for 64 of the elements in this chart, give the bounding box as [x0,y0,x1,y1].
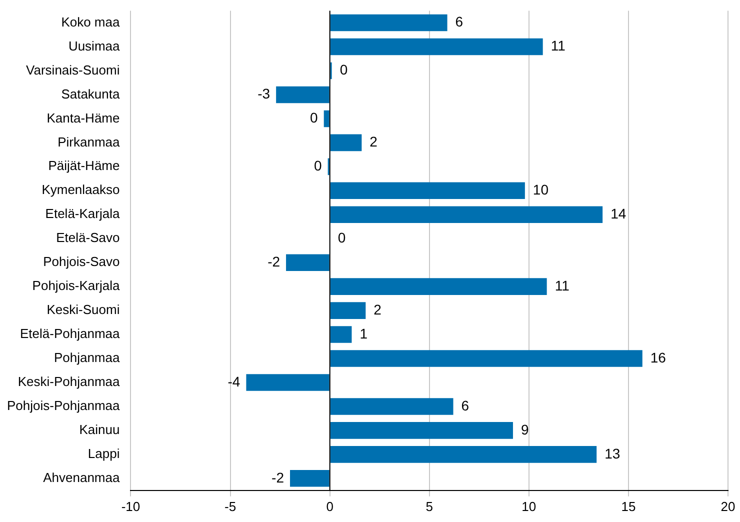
bar [330,206,603,224]
y-tick-label: Etelä-Savo [56,230,120,246]
x-tick-label: 15 [621,498,636,514]
bar [330,326,352,343]
y-tick-label: Kainuu [79,422,120,438]
data-label: 6 [455,14,464,30]
y-tick-label: Ahvenanmaa [43,470,120,485]
y-tick-label: Koko maa [61,14,120,30]
data-label: -4 [228,373,240,390]
bar [246,374,330,391]
bar [330,350,642,367]
bar [330,182,525,200]
y-tick-label: Pirkanmaa [58,134,120,150]
x-tick-label: -10 [121,498,140,514]
bar [330,302,366,319]
x-tick-label: -5 [224,498,236,514]
data-label: -3 [258,86,270,102]
bar [330,446,597,463]
bar [324,110,330,128]
data-label: 0 [340,62,348,78]
y-tick-label: Pohjois-Savo [43,254,120,270]
bar [330,38,543,56]
bar [276,86,330,104]
y-tick-label: Varsinais-Suomi [26,62,120,78]
bar [330,422,513,439]
data-label: 16 [650,349,666,366]
bar [290,470,330,487]
data-label: 2 [374,301,382,318]
data-label: -2 [272,469,284,486]
y-tick-label: Uusimaa [68,38,121,54]
data-label: 0 [310,110,318,126]
bar [330,14,448,32]
data-label: -2 [268,253,280,270]
data-label: 0 [338,229,346,246]
y-tick-label: Pohjois-Pohjanmaa [7,398,121,414]
y-tick-label: Kanta-Häme [46,110,120,126]
data-label: 2 [370,134,378,150]
bar [330,398,454,415]
bar [286,254,330,271]
y-tick-label: Päijät-Häme [48,158,120,174]
x-tick-label: 10 [522,498,536,514]
x-tick-label: 5 [426,498,433,514]
data-label: 13 [604,445,620,462]
data-label: 6 [461,397,470,414]
y-tick-label: Lappi [88,446,120,462]
bar [330,134,362,152]
y-tick-label: Satakunta [61,86,120,102]
y-tick-label: Etelä-Karjala [45,206,120,222]
data-label: 11 [550,38,566,54]
bar [330,278,547,295]
data-label: 11 [554,277,570,294]
y-tick-label: Kymenlaakso [42,182,120,198]
y-tick-label: Keski-Pohjanmaa [18,374,120,390]
y-tick-label: Etelä-Pohjanmaa [20,326,120,342]
x-tick-label: 0 [326,498,334,514]
x-tick-label: 20 [720,498,736,514]
data-label: 9 [520,421,529,438]
y-tick-label: Pohjois-Karjala [32,278,120,294]
y-tick-label: Pohjanmaa [54,350,120,366]
data-label: 10 [532,182,549,198]
data-label: 14 [610,205,626,222]
y-tick-label: Keski-Suomi [46,302,120,318]
data-label: 0 [314,158,322,174]
data-label: 1 [360,325,368,342]
